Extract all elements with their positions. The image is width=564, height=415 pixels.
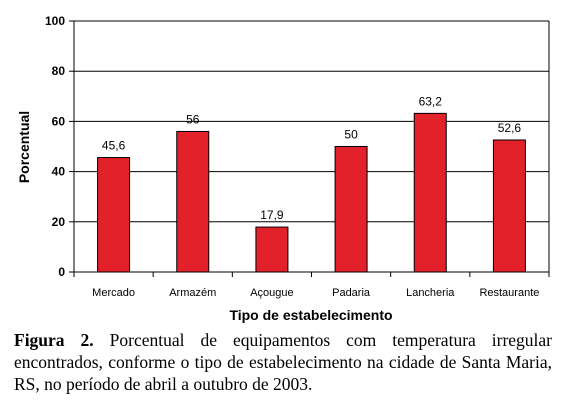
x-tick-labels: Mercado Armazém Açougue Padaria Lancheria Res… bbox=[92, 287, 539, 299]
bar-value-labels: 45,6 56 17,9 50 63,2 52,6 bbox=[102, 94, 522, 222]
x-tick-label: Açougue bbox=[250, 287, 293, 299]
bar bbox=[492, 139, 526, 273]
bar-value-label: 56 bbox=[186, 112, 200, 126]
y-axis-title: Porcentual bbox=[16, 111, 32, 183]
bar bbox=[97, 157, 131, 273]
gridlines bbox=[74, 20, 549, 223]
x-tick-label: Lancheria bbox=[406, 287, 455, 299]
bar bbox=[255, 226, 289, 273]
figure-caption: Figura 2. Porcentual de equipamentos com… bbox=[14, 329, 552, 395]
bar bbox=[176, 130, 210, 273]
bars bbox=[97, 112, 526, 273]
x-tick-label: Padaria bbox=[332, 287, 371, 299]
x-tick-label: Restaurante bbox=[479, 287, 539, 299]
axes bbox=[69, 20, 550, 277]
x-tick-label: Mercado bbox=[92, 287, 135, 299]
bar bbox=[413, 112, 447, 273]
bar-value-label: 50 bbox=[344, 128, 358, 142]
bar-value-label: 45,6 bbox=[102, 139, 126, 153]
caption-text: Porcentual de equipamentos com temperatu… bbox=[14, 330, 553, 394]
x-axis-title: Tipo de estabelecimento bbox=[229, 307, 392, 323]
y-tick-label: 0 bbox=[58, 265, 65, 279]
y-tick-label: 60 bbox=[52, 114, 66, 128]
bar-value-label: 63,2 bbox=[419, 94, 443, 108]
y-tick-label: 40 bbox=[52, 165, 66, 179]
bar-value-label: 52,6 bbox=[498, 121, 522, 135]
y-tick-labels: 0 20 40 60 80 100 bbox=[45, 14, 65, 279]
x-tick-label: Armazém bbox=[169, 287, 216, 299]
bar bbox=[334, 146, 368, 273]
y-tick-label: 20 bbox=[52, 215, 66, 229]
bar-value-label: 17,9 bbox=[260, 208, 284, 222]
y-tick-label: 100 bbox=[45, 14, 65, 28]
bar-chart: 45,6 56 17,9 50 63,2 52,6 0 20 40 60 80 100 Mercad… bbox=[16, 14, 550, 323]
caption-label: Figura 2. bbox=[14, 330, 94, 350]
y-tick-label: 80 bbox=[52, 64, 66, 78]
